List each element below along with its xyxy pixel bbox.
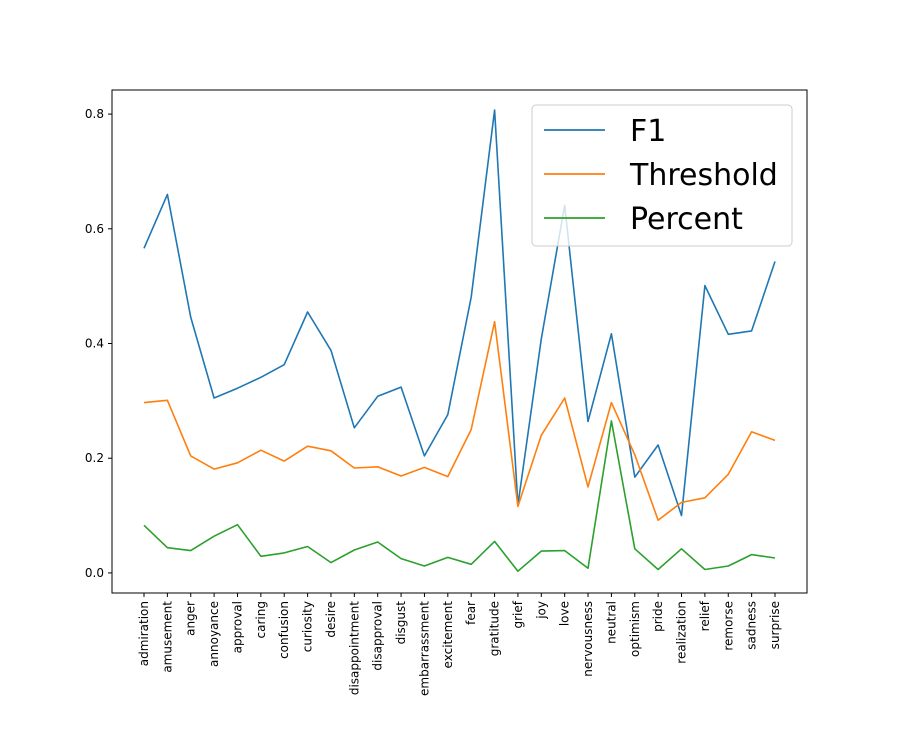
legend-label-threshold: Threshold xyxy=(629,158,778,193)
x-tick-label: disappointment xyxy=(347,601,361,695)
x-tick-label: grief xyxy=(511,600,525,628)
x-tick-label: love xyxy=(558,601,572,626)
x-tick-label: surprise xyxy=(768,601,782,649)
x-tick-label: approval xyxy=(230,601,244,653)
series-lines xyxy=(143,109,776,573)
x-tick-label: excitement xyxy=(441,601,455,669)
x-tick-label: sadness xyxy=(745,601,759,650)
y-tick-label: 0.8 xyxy=(85,107,104,121)
x-tick-label: disapproval xyxy=(371,601,385,671)
y-tick-label: 0.0 xyxy=(85,566,104,580)
x-tick-label: fear xyxy=(464,601,478,625)
x-tick-label: realization xyxy=(675,601,689,664)
legend-label-percent: Percent xyxy=(630,202,743,237)
legend-box xyxy=(531,104,793,247)
series-line-f1 xyxy=(143,109,776,517)
x-tick-label: amusement xyxy=(160,601,174,673)
x-tick-label: optimism xyxy=(628,601,642,657)
x-tick-label: gratitude xyxy=(488,601,502,656)
x-tick-label: relief xyxy=(698,600,712,631)
y-tick-label: 0.2 xyxy=(85,451,104,465)
x-tick-label: desire xyxy=(324,601,338,638)
x-axis: admiration amusement anger annoyance approva… xyxy=(137,593,782,696)
x-tick-label: pride xyxy=(651,601,665,632)
x-tick-label: confusion xyxy=(277,601,291,659)
legend: F1 Threshold Percent xyxy=(531,104,793,247)
x-tick-label: nervousness xyxy=(581,601,595,677)
y-axis: 0.0 0.2 0.4 0.6 0.8 xyxy=(85,107,112,580)
series-line-percent xyxy=(143,420,776,573)
legend-label-f1: F1 xyxy=(630,114,666,149)
x-tick-label: anger xyxy=(184,601,198,636)
y-tick-label: 0.6 xyxy=(85,222,104,236)
x-tick-label: annoyance xyxy=(207,601,221,667)
x-tick-label: admiration xyxy=(137,601,151,666)
x-tick-label: embarrassment xyxy=(417,601,431,696)
x-tick-label: neutral xyxy=(604,601,618,644)
x-tick-label: joy xyxy=(534,601,548,620)
series-line-threshold xyxy=(143,320,776,522)
x-tick-label: remorse xyxy=(721,601,735,651)
plot-frame xyxy=(111,89,808,594)
y-tick-label: 0.4 xyxy=(85,337,104,351)
x-tick-label: curiosity xyxy=(301,601,315,652)
x-tick-label: caring xyxy=(254,601,268,638)
x-tick-label: disgust xyxy=(394,601,408,645)
